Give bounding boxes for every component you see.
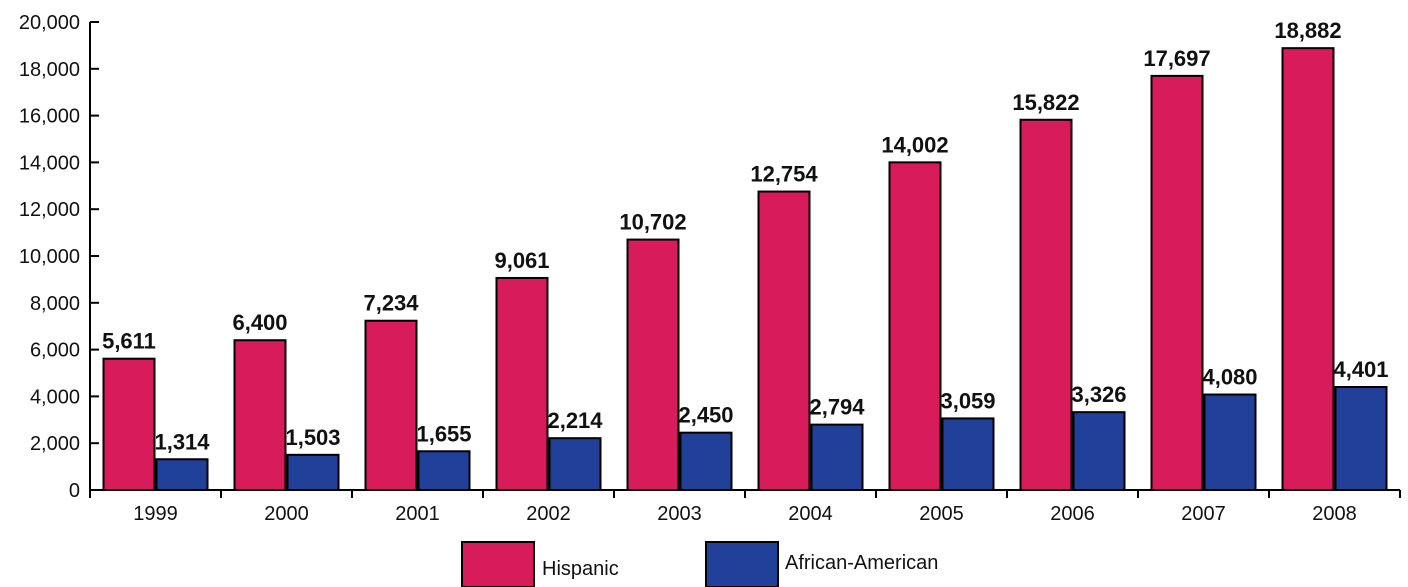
data-label: 1,655 [416, 421, 471, 446]
data-labels: 5,611 1,314 6,400 1,503 7,234 1,655 9,061 2,214… [102, 18, 1388, 454]
bar-african-american [155, 458, 209, 492]
bar-hispanic [364, 319, 418, 491]
data-label: 15,822 [1012, 90, 1079, 115]
data-label: 2,794 [809, 395, 865, 420]
y-tick-label: 2,000 [30, 433, 80, 455]
data-label: 14,002 [881, 132, 948, 157]
bar-african-american [1072, 411, 1126, 491]
bar-african-american [548, 437, 602, 492]
bar-hispanic [1150, 74, 1204, 491]
y-tick-label: 0 [69, 480, 80, 502]
bar-hispanic [757, 190, 811, 491]
bar-hispanic [233, 339, 287, 491]
bar-hispanic [1281, 47, 1335, 492]
data-label: 2,450 [678, 403, 733, 428]
x-tick-label: 2005 [919, 503, 964, 525]
x-tick-label: 2002 [526, 503, 571, 525]
data-label: 3,059 [940, 388, 995, 413]
y-tick-label: 10,000 [19, 246, 80, 268]
y-tick-label: 12,000 [19, 199, 80, 221]
bar-hispanic [495, 276, 549, 491]
x-tick-label: 2008 [1312, 503, 1357, 525]
y-tick-label: 8,000 [30, 293, 80, 315]
y-tick-label: 20,000 [19, 12, 80, 34]
data-label: 4,080 [1202, 365, 1257, 390]
x-tick-label: 2001 [395, 503, 440, 525]
bar-hispanic [626, 238, 680, 491]
legend-hispanic-swatch [461, 541, 535, 587]
x-tick-label: 2004 [788, 503, 833, 525]
bar-hispanic [888, 161, 942, 491]
y-tick-label: 18,000 [19, 59, 80, 81]
data-label: 18,882 [1274, 18, 1341, 43]
data-label: 5,611 [102, 329, 156, 354]
data-label: 2,214 [547, 408, 603, 433]
bar-african-american [679, 431, 733, 492]
data-label: 10,702 [619, 210, 686, 235]
data-label: 1,503 [285, 425, 340, 450]
bar-african-american [417, 450, 471, 492]
bar-african-american [1334, 386, 1388, 491]
x-tick-label: 2007 [1181, 503, 1226, 525]
bar-african-american [286, 453, 340, 492]
bar-hispanic [102, 357, 156, 491]
legend-hispanic-label: Hispanic [542, 558, 619, 580]
data-label: 17,697 [1143, 46, 1210, 71]
y-tick-label: 6,000 [30, 340, 80, 362]
x-tick-label: 2006 [1050, 503, 1095, 525]
bar-african-american [941, 417, 995, 491]
bar-hispanic [1019, 118, 1073, 491]
legend-african-american-swatch [705, 541, 779, 587]
data-label: 4,401 [1333, 357, 1388, 382]
legend-african-american-label: African-American [785, 552, 938, 574]
x-tick-label: 2003 [657, 503, 702, 525]
data-label: 6,400 [232, 310, 287, 335]
y-tick-label: 16,000 [19, 106, 80, 128]
bars [102, 47, 1388, 492]
bar-african-american [1203, 393, 1257, 492]
data-label: 12,754 [750, 162, 818, 187]
data-label: 9,061 [494, 248, 549, 273]
legend: Hispanic African-American [461, 541, 938, 587]
data-label: 3,326 [1071, 382, 1126, 407]
x-tick-label: 2000 [264, 503, 309, 525]
y-tick-label: 4,000 [30, 386, 80, 408]
x-tick-label: 1999 [133, 503, 178, 525]
data-label: 7,234 [363, 291, 419, 316]
axes: 0 2,000 4,000 6,000 8,000 10,000 12,000 14,000 1… [19, 12, 1401, 525]
bar-african-american [810, 423, 864, 491]
data-label: 1,314 [154, 429, 210, 454]
y-tick-label: 14,000 [19, 152, 80, 174]
